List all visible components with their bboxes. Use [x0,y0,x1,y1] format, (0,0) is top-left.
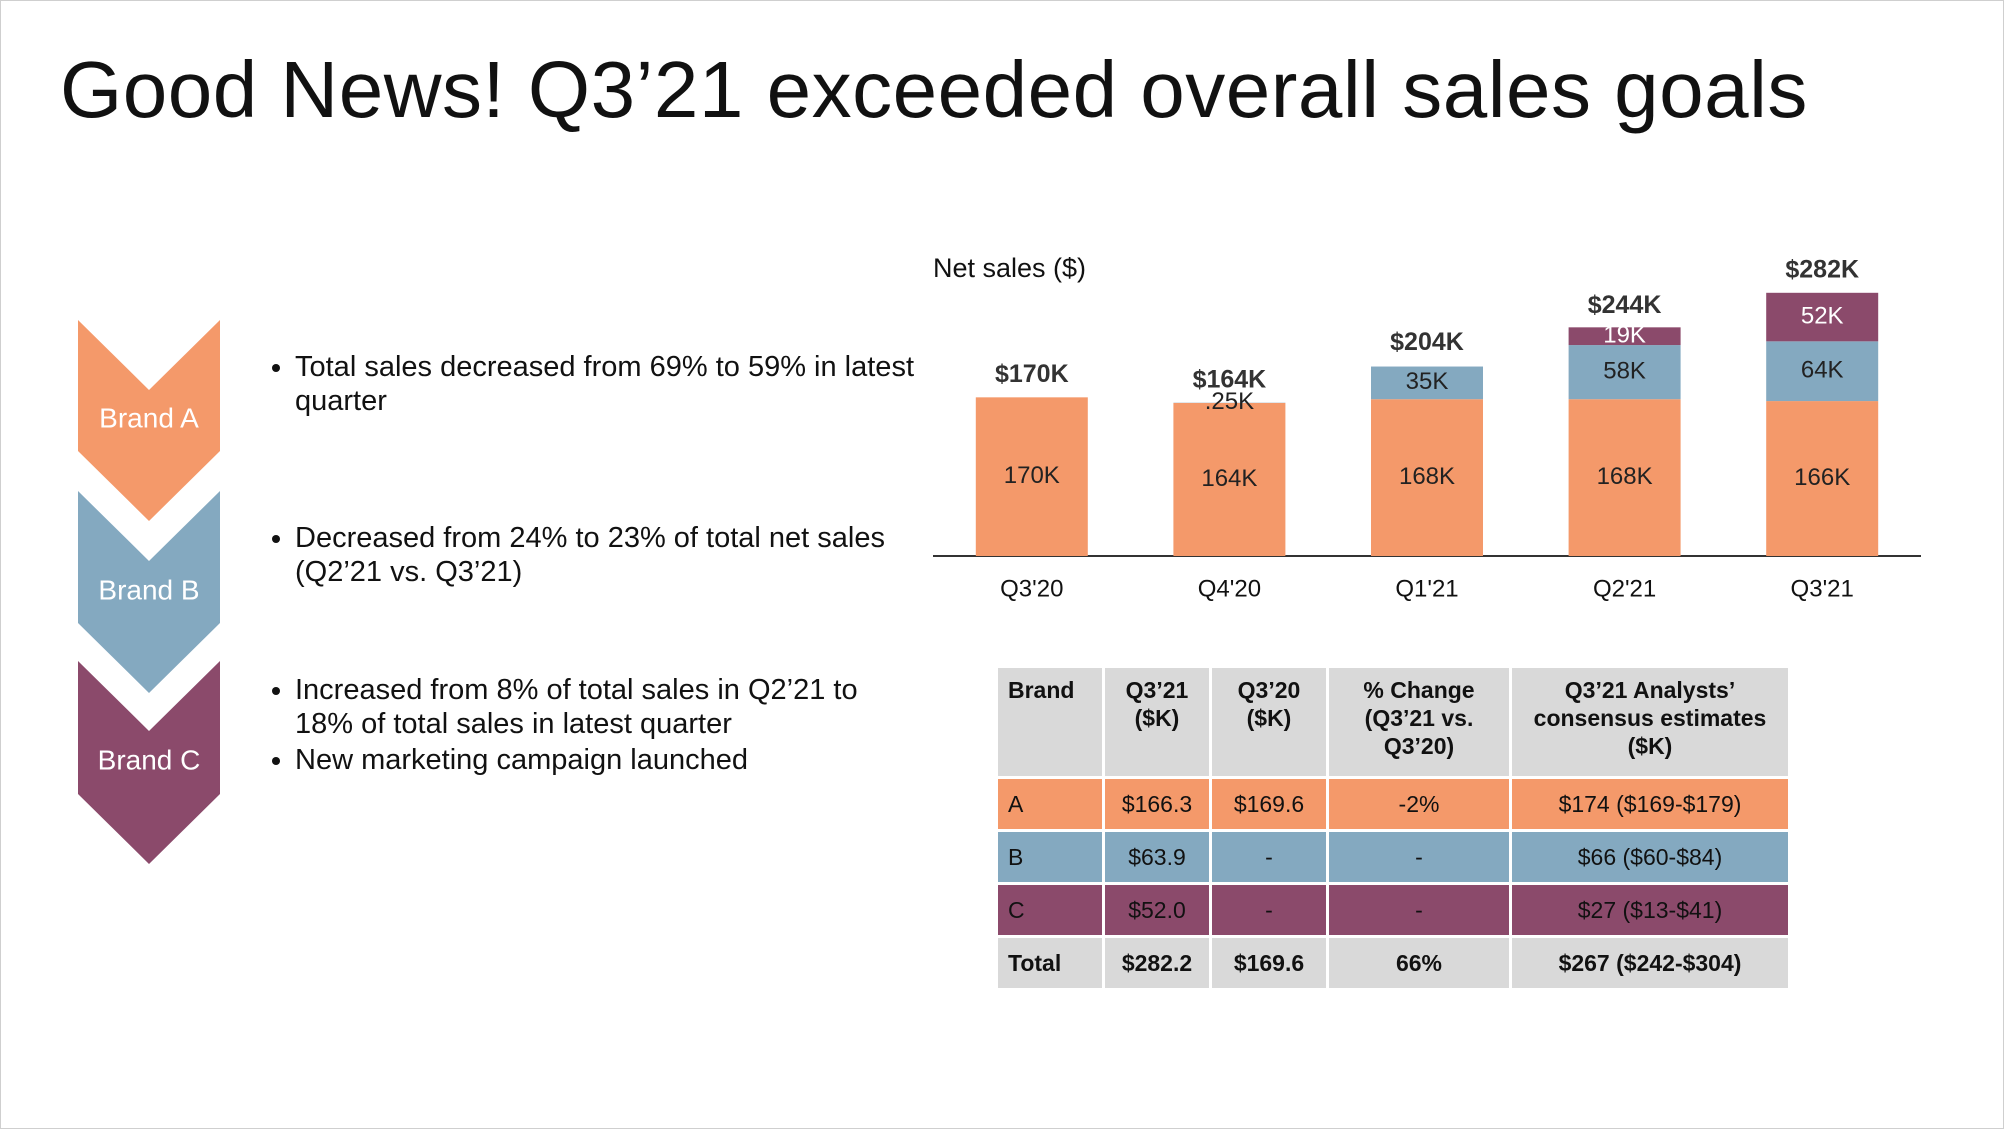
total-label: $170K [995,360,1069,388]
bullet: Decreased from 24% to 23% of total net s… [295,521,915,589]
table-row: C $52.0- - $27 ($13-$41) [998,885,1788,935]
table-cell: Q3’20 ($K) [1212,668,1326,776]
table-cell: - [1212,832,1326,882]
table-cell: Q3’21 Analysts’ consensus estimates ($K) [1512,668,1788,776]
table-cell: A [998,779,1102,829]
slide-title: Good News! Q3’21 exceeded overall sales … [60,45,1808,134]
table-cell: 66% [1329,938,1509,988]
table-cell: $174 ($169-$179) [1512,779,1788,829]
data-label: 168K [1597,463,1653,490]
table-cell: -2% [1329,779,1509,829]
table-cell: $27 ($13-$41) [1512,885,1788,935]
brand-label: Brand A [99,402,199,433]
brand-label: Brand C [98,744,201,775]
data-label: 64K [1801,357,1844,384]
chevron [78,661,220,864]
bar-segment [1766,401,1879,556]
brand-label: Brand B [98,574,199,605]
bullet-list: Decreased from 24% to 23% of total net s… [275,521,915,589]
data-label: 52K [1801,302,1844,329]
table-cell: $267 ($242-$304) [1512,938,1788,988]
table-cell: Total [998,938,1102,988]
table-cell: $166.3 [1105,779,1209,829]
bar-segment [1568,345,1681,400]
table-row: Brand Q3’21 ($K) Q3’20 ($K)% Change (Q3’21… [998,668,1788,776]
bullet-list: Total sales decreased from 69% to 59% in… [275,350,915,418]
y-axis-label: Net sales ($) [933,253,1086,283]
x-tick-label: Q1'21 [1395,575,1458,602]
data-label: 168K [1399,463,1455,490]
total-label: $244K [1588,291,1662,319]
table-cell: B [998,832,1102,882]
bar-segment [1371,399,1483,556]
data-label: 166K [1794,464,1850,491]
table-cell: - [1212,885,1326,935]
table-cell: $63.9 [1105,832,1209,882]
total-label: $164K [1193,366,1267,394]
table: Brand Q3’21 ($K) Q3’20 ($K)% Change (Q3’21… [995,665,1791,991]
total-label: $204K [1390,328,1464,356]
chevron [78,320,220,521]
table-cell: Q3’21 ($K) [1105,668,1209,776]
bullet-list: Increased from 8% of total sales in Q2’2… [275,673,915,777]
x-tick-label: Q2'21 [1593,575,1656,602]
table-row: A $166.3 $169.6 -2% $174 ($169-$179) [998,779,1788,829]
data-label: .25K [1205,388,1254,415]
bar-segment [1766,341,1879,402]
table-cell: C [998,885,1102,935]
data-label: 164K [1201,465,1257,492]
table-cell: $282.2 [1105,938,1209,988]
bar-segment [1173,402,1286,556]
bullet: New marketing campaign launched [295,743,915,777]
table-row: Total $282.2 $169.6 66% $267 ($242-$304) [998,938,1788,988]
data-label: 170K [1004,462,1060,489]
table-cell: Brand [998,668,1102,776]
bullet: Total sales decreased from 69% to 59% in… [295,350,915,418]
chevron [78,491,220,693]
bar-segment [1568,327,1681,346]
table-cell: - [1329,832,1509,882]
bar-segment [1371,366,1483,400]
bar-segment [1766,292,1879,342]
total-label: $282K [1785,255,1859,283]
table-cell: - [1329,885,1509,935]
table-cell: $169.6 [1212,779,1326,829]
data-label: 19K [1603,322,1646,349]
bullet: Increased from 8% of total sales in Q2’2… [295,673,915,741]
table-cell: $52.0 [1105,885,1209,935]
bar-segment [1568,399,1681,556]
x-tick-label: Q4'20 [1198,575,1261,602]
data-label: 58K [1603,357,1646,384]
table-cell: $169.6 [1212,938,1326,988]
table-row: B $63.9- - $66 ($60-$84) [998,832,1788,882]
data-label: 35K [1406,368,1449,395]
bar-segment [975,397,1088,556]
table-cell: $66 ($60-$84) [1512,832,1788,882]
x-tick-label: Q3'21 [1791,575,1854,602]
x-tick-label: Q3'20 [1000,575,1063,602]
table-cell: % Change (Q3’21 vs. Q3’20) [1329,668,1509,776]
